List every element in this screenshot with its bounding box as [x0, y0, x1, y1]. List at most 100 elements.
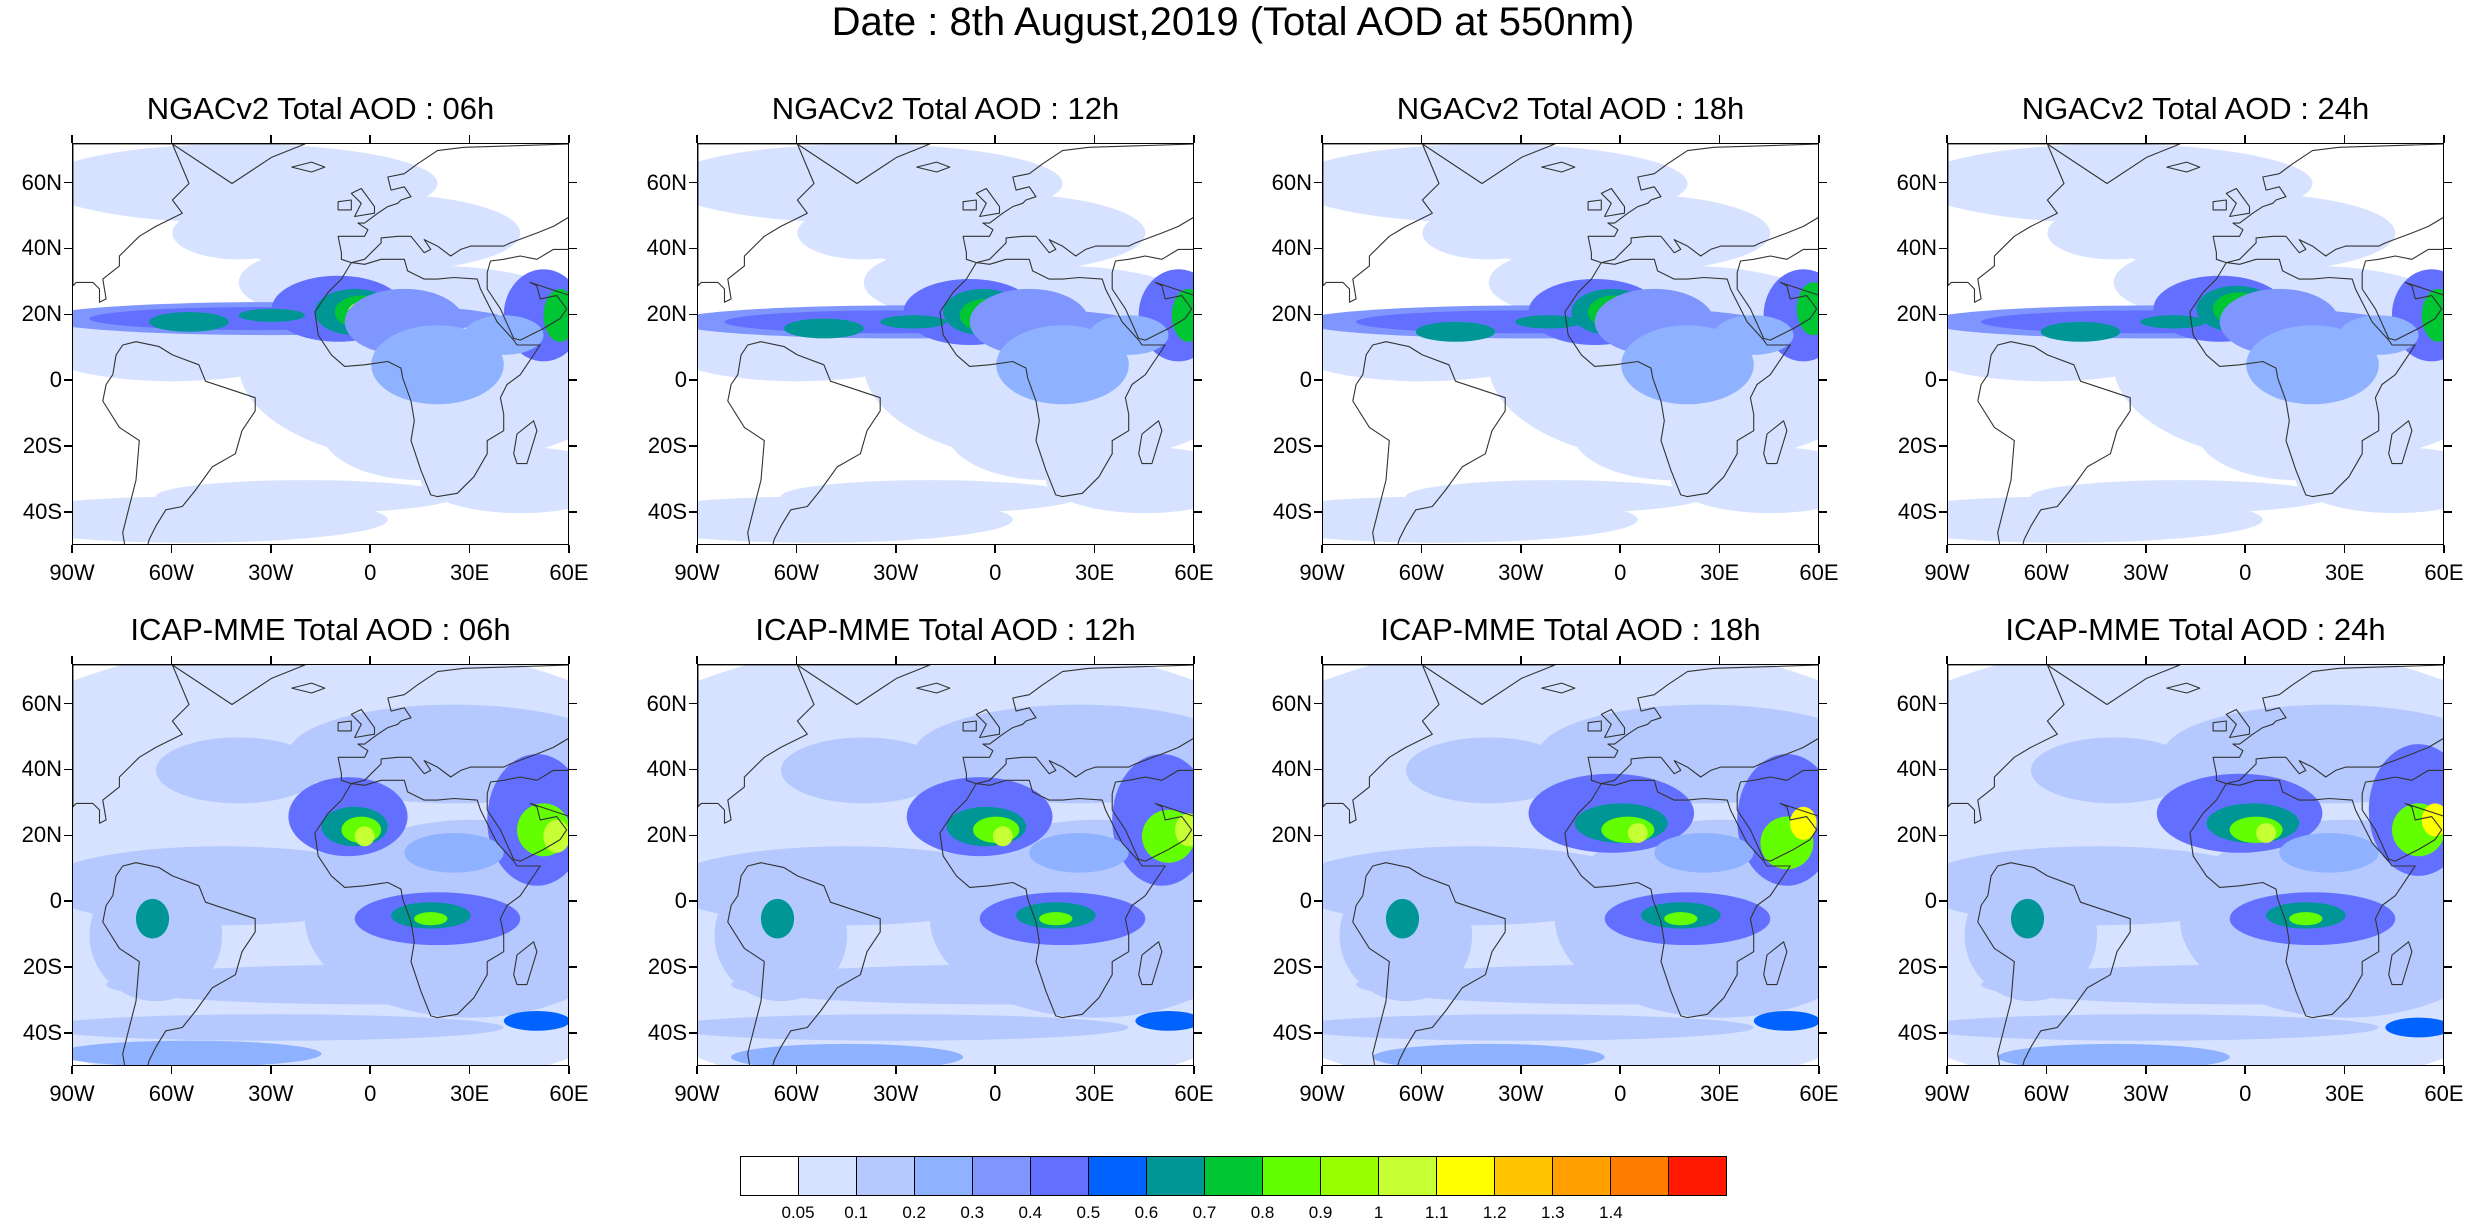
panel-title: NGACv2 Total AOD : 12h — [771, 91, 1120, 126]
figure-title: Date : 8th August,2019 (Total AOD at 550… — [831, 0, 1635, 44]
aod-plume — [1713, 315, 1794, 355]
lon-tick-label: 60E — [1799, 1081, 1839, 1106]
coastline-arabia — [486, 769, 568, 862]
aod-plume — [1627, 823, 1648, 843]
map-panel-icap-24h — [1947, 664, 2444, 1066]
aod-plume — [543, 819, 568, 853]
colorbar-swatch — [1031, 1157, 1089, 1195]
lat-tick-left — [64, 181, 72, 184]
lon-tick-bottom — [1718, 545, 1721, 553]
lat-tick-label: 0 — [1299, 367, 1312, 393]
lat-tick-left — [1314, 181, 1322, 184]
lat-tick-left — [689, 834, 697, 837]
lat-tick-left — [1314, 966, 1322, 968]
lat-tick-right — [1819, 1032, 1827, 1034]
coastlines — [1323, 665, 1818, 1065]
coastline-iceland — [916, 161, 951, 173]
aod-plume — [1664, 912, 1698, 926]
lon-tick-top — [2443, 656, 2445, 664]
lat-tick-label: 60N — [21, 690, 62, 716]
lat-tick-label: 40N — [646, 756, 687, 782]
lat-tick-label: 60N — [646, 690, 687, 716]
aod-plume — [1175, 813, 1193, 847]
colorbar-swatch — [1089, 1157, 1147, 1195]
lon-tick-bottom — [1420, 1066, 1423, 1074]
lon-tick-label: 30W — [2123, 560, 2169, 585]
aod-plume — [1385, 898, 1420, 939]
lat-tick-left — [1939, 247, 1947, 250]
lat-tick-right — [1194, 702, 1202, 705]
lon-tick-top — [468, 656, 471, 664]
coastline-britain — [350, 708, 376, 739]
aod-map — [1323, 665, 1818, 1065]
coastline-ireland — [337, 199, 352, 211]
coastline-iceland — [916, 682, 951, 694]
lat-tick-left — [1314, 768, 1322, 771]
coastline-ireland — [1587, 720, 1602, 732]
aod-plumes — [731, 754, 1193, 1065]
coastline-southAmerica — [102, 862, 256, 1065]
coastline-ireland — [337, 720, 352, 732]
lon-tick-bottom — [468, 545, 471, 553]
coastline-madagascar — [513, 941, 538, 986]
coastline-iceland — [1541, 682, 1576, 694]
lon-tick-top — [1946, 656, 1948, 664]
lon-tick-top — [2443, 135, 2445, 143]
panel-title: ICAP-MME Total AOD : 12h — [755, 612, 1136, 647]
coastline-madagascar — [513, 420, 538, 465]
lon-tick-top — [71, 135, 73, 143]
lon-tick-bottom — [2045, 1066, 2048, 1074]
lon-tick-label: 0 — [1614, 560, 1627, 585]
lat-tick-left — [64, 900, 72, 902]
lon-tick-top — [2045, 135, 2048, 143]
aod-map — [1948, 144, 2443, 544]
aod-plumes — [73, 269, 568, 405]
lat-tick-left — [1939, 900, 1947, 902]
lat-tick-right — [2444, 445, 2452, 447]
colorbar-label: 1.2 — [1482, 1203, 1507, 1222]
lon-tick-top — [1520, 656, 1522, 664]
lat-tick-left — [1314, 702, 1322, 705]
lat-tick-left — [1939, 181, 1947, 184]
lon-tick-label: 60W — [148, 560, 195, 585]
lon-tick-top — [1619, 135, 1621, 143]
aod-plume — [1171, 288, 1193, 342]
lat-tick-right — [569, 445, 577, 447]
lon-tick-bottom — [1321, 1066, 1323, 1074]
lon-tick-label: 60W — [148, 1081, 195, 1106]
aod-plume — [1029, 833, 1129, 873]
lon-tick-label: 60W — [773, 1081, 820, 1106]
lat-tick-label: 40S — [1897, 499, 1937, 525]
aod-plume — [2421, 288, 2443, 342]
coastline-southAmerica — [1352, 341, 1506, 544]
lat-tick-label: 40N — [646, 235, 687, 261]
coastline-arabia — [2361, 769, 2443, 862]
lon-tick-bottom — [1946, 545, 1948, 553]
lat-tick-left — [1314, 511, 1322, 513]
lon-tick-bottom — [895, 545, 897, 553]
lon-tick-label: 90W — [1924, 560, 1970, 585]
lon-tick-bottom — [2343, 545, 2346, 553]
colorbar-label: 0.2 — [902, 1203, 926, 1222]
lat-tick-label: 20S — [22, 954, 62, 980]
lon-tick-bottom — [71, 545, 73, 553]
colorbar-swatch — [1495, 1157, 1553, 1195]
coastline-greenland — [796, 144, 931, 185]
lon-tick-top — [1946, 135, 1948, 143]
lon-tick-top — [696, 135, 698, 143]
lon-tick-top — [1619, 656, 1621, 664]
lon-tick-label: 30E — [1700, 1081, 1740, 1106]
aod-plume — [760, 898, 795, 939]
lon-tick-label: 90W — [49, 560, 95, 585]
lon-tick-label: 60W — [2023, 1081, 2070, 1106]
lat-tick-left — [64, 379, 72, 381]
lat-tick-right — [1194, 379, 1202, 381]
aod-plume — [2289, 912, 2323, 926]
map-panel-ngacv2-06h — [72, 143, 569, 545]
lon-tick-bottom — [2343, 1066, 2346, 1074]
lat-tick-right — [569, 834, 577, 837]
lat-tick-label: 40N — [1271, 756, 1312, 782]
lon-tick-bottom — [795, 1066, 798, 1074]
lat-tick-right — [569, 702, 577, 705]
aod-haze — [155, 480, 454, 514]
